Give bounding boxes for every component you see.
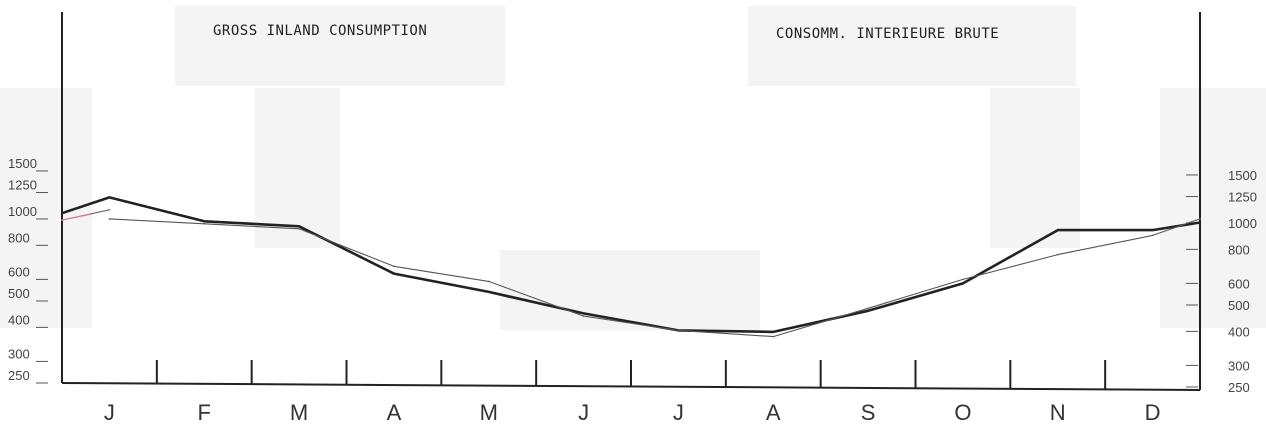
series-3-point xyxy=(89,213,92,216)
series-lines xyxy=(61,196,1201,338)
chart-title-left: GROSS INLAND CONSUMPTION xyxy=(213,23,427,39)
right-tick-label: 1000 xyxy=(1228,216,1257,231)
right-tick-label: 300 xyxy=(1228,358,1250,373)
series-1-point xyxy=(1199,218,1201,220)
left-tick-label: 1250 xyxy=(8,178,37,193)
series-1-point xyxy=(298,228,300,230)
series-0-point xyxy=(962,282,964,285)
month-label: D xyxy=(1145,400,1161,425)
right-tick-label: 600 xyxy=(1228,276,1250,291)
month-label: M xyxy=(480,400,498,425)
left-tick-label: 800 xyxy=(8,230,30,245)
left-tick-label: 1500 xyxy=(8,156,37,171)
series-0-point xyxy=(203,220,206,223)
month-label: S xyxy=(861,400,876,425)
series-2-point xyxy=(108,209,111,211)
series-1-point xyxy=(393,265,395,268)
month-label: A xyxy=(766,400,781,425)
left-y-ticks: 250 300 400 500 600 800 1000 1250 1500 xyxy=(8,156,48,384)
month-ticks xyxy=(155,360,1107,390)
series-line-0 xyxy=(61,196,1201,334)
series-0-point xyxy=(298,225,300,228)
series-1-point xyxy=(203,223,206,225)
right-y-ticks: 250 300 400 500 600 800 1000 1250 1500 xyxy=(1186,168,1257,395)
series-0-point xyxy=(1151,229,1154,231)
month-label: J xyxy=(104,400,115,425)
series-0-point xyxy=(108,196,111,199)
series-0-point xyxy=(772,331,775,333)
background-shading xyxy=(0,6,1266,330)
right-tick-label: 800 xyxy=(1228,242,1250,257)
series-1-point xyxy=(1057,253,1059,256)
series-0-point xyxy=(488,291,490,293)
series-0-point xyxy=(582,312,585,315)
month-label: M xyxy=(290,400,308,425)
series-1-point xyxy=(677,329,680,332)
series-0-point xyxy=(393,272,395,275)
right-tick-label: 1250 xyxy=(1228,190,1257,205)
series-1-point xyxy=(1151,234,1154,237)
month-label: A xyxy=(387,400,402,425)
series-0-point xyxy=(867,310,869,312)
left-tick-label: 300 xyxy=(8,346,30,361)
series-1-point xyxy=(962,278,964,281)
left-tick-label: 1000 xyxy=(8,204,37,219)
series-0-point xyxy=(1199,221,1201,224)
series-1-point xyxy=(772,335,775,338)
month-label: J xyxy=(673,400,684,425)
series-1-point xyxy=(867,307,869,310)
right-tick-label: 500 xyxy=(1228,298,1250,313)
series-line-3 xyxy=(61,213,91,221)
right-tick-label: 250 xyxy=(1228,380,1250,395)
series-0-point xyxy=(61,212,63,214)
right-tick-label: 400 xyxy=(1228,324,1250,339)
right-tick-label: 1500 xyxy=(1228,168,1257,183)
series-3-point xyxy=(61,219,63,221)
left-tick-label: 600 xyxy=(8,264,30,279)
chart-title-right: CONSOMM. INTERIEURE BRUTE xyxy=(776,26,999,42)
left-tick-label: 500 xyxy=(8,286,30,301)
month-label: F xyxy=(198,400,211,425)
series-1-point xyxy=(488,280,490,283)
left-tick-label: 400 xyxy=(8,312,30,327)
month-label: O xyxy=(954,400,971,425)
series-1-point xyxy=(108,218,111,220)
month-label: J xyxy=(578,400,589,425)
series-1-point xyxy=(582,315,585,317)
month-label: N xyxy=(1050,400,1066,425)
left-tick-label: 250 xyxy=(8,368,30,383)
series-0-point xyxy=(1057,229,1059,231)
